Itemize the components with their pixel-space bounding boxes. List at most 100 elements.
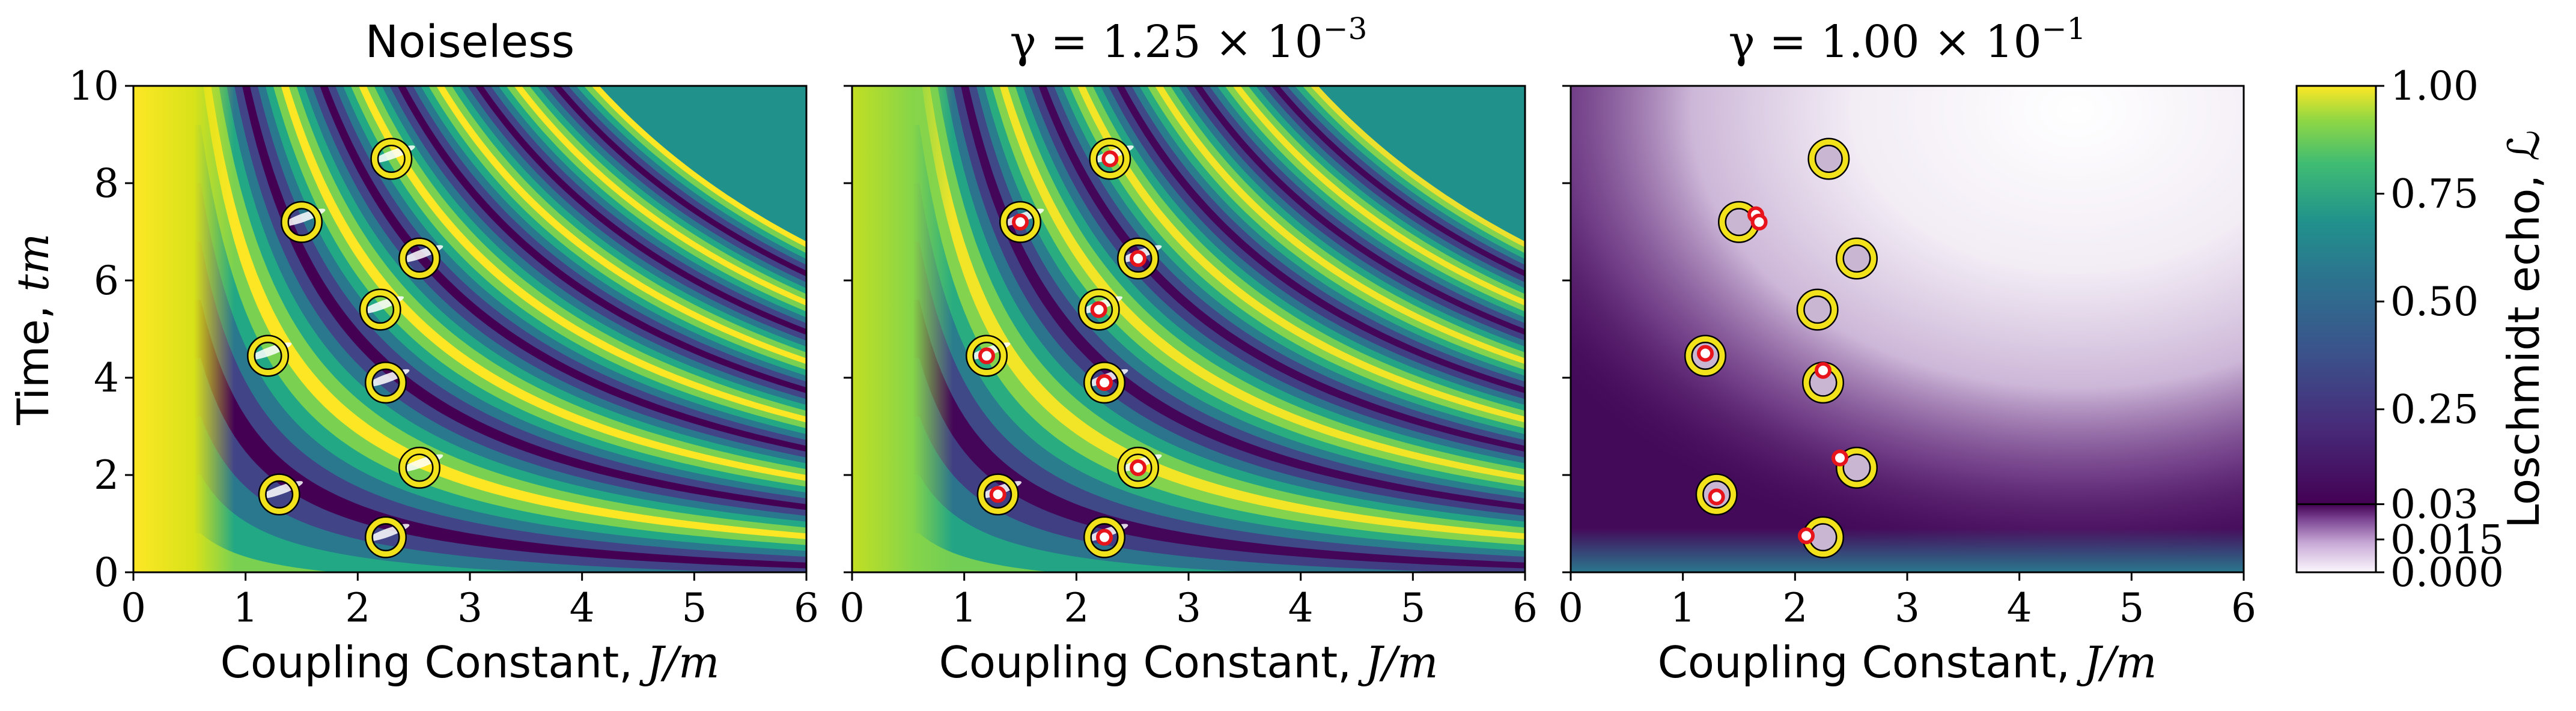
marker-ring [361, 290, 400, 330]
marker-fill [1815, 145, 1842, 172]
marker-ring [1837, 448, 1877, 488]
marker-ring [1079, 290, 1119, 330]
y-tick-label: 8 [94, 160, 119, 207]
heatmap-band [156, 300, 806, 572]
panel-noiseless: Noiseless 0 1 2 3 4 5 6 0 2 4 6 8 10 Coupling Const… [8, 16, 819, 688]
marker-group [247, 138, 443, 558]
y-label-math: tm [8, 233, 58, 291]
title-exponent: −1 [2042, 11, 2086, 46]
colorbar-tick-label: 0.25 [2390, 387, 2479, 433]
red-marker [1798, 527, 1815, 545]
colorbar-tick-label: 0.50 [2390, 279, 2479, 325]
panel-title: γ = 1.25 × 10−3 [1010, 11, 1368, 68]
x-label-text: Coupling Constant, [221, 637, 647, 688]
marker-fill [1726, 208, 1752, 235]
y-tick-label: 0 [94, 549, 119, 596]
heatmap-fade [1571, 86, 2244, 572]
title-base: γ = 1.00 × 10 [1729, 16, 2042, 68]
red-marker [1832, 449, 1848, 467]
marker-ring [1090, 139, 1130, 178]
heatmap-band [874, 300, 1525, 572]
x-tick-label: 6 [794, 585, 819, 631]
heatmap-bottom-band [1571, 528, 2244, 572]
heatmap-left-edge [133, 86, 234, 572]
x-axis-label: Coupling Constant, J/m [1658, 637, 2157, 688]
marker-ring [978, 474, 1018, 514]
red-marker [1101, 150, 1119, 168]
marker-ring [1118, 448, 1158, 488]
red-marker [1750, 213, 1768, 231]
red-marker [1697, 345, 1714, 362]
marker-ring [366, 518, 406, 557]
x-tick-label: 1 [233, 585, 258, 631]
red-marker [1130, 459, 1146, 476]
y-axis-label: Time, tm [8, 233, 58, 425]
colorbar-label: Loschmidt echo, ℒ [2498, 130, 2549, 528]
marker-ring [400, 448, 439, 488]
x-label-math: J/m [2076, 637, 2157, 688]
y-tick-label: 4 [94, 355, 119, 401]
marker-ring [1118, 239, 1158, 279]
x-tick-label: 4 [1288, 585, 1314, 631]
x-axis-label: Coupling Constant, J/m [939, 637, 1439, 688]
x-tick-label: 3 [457, 585, 483, 631]
y-axis-ticks: 0 2 4 6 8 10 [69, 63, 133, 596]
colorbar-gradient [2295, 85, 2377, 573]
x-tick-label: 1 [1670, 585, 1696, 631]
red-marker [1096, 374, 1113, 392]
title-base: γ = 1.25 × 10 [1010, 16, 1323, 68]
x-tick-label: 4 [570, 585, 595, 631]
x-axis-ticks: 0 1 2 3 4 5 6 [839, 572, 1538, 631]
x-label-text: Coupling Constant, [939, 637, 1365, 688]
y-label-text: Time, [8, 292, 58, 426]
x-tick-label: 2 [1782, 585, 1807, 631]
heatmap-band [874, 358, 1525, 572]
panel-gamma-large: γ = 1.00 × 10−1 0 1 2 3 4 5 6 Coupling Constan… [1558, 11, 2256, 688]
y-axis-ticks [844, 85, 852, 573]
colorbar-tick-label: 0.75 [2390, 171, 2479, 217]
x-tick-label: 0 [1558, 585, 1583, 631]
x-tick-label: 2 [345, 585, 370, 631]
marker-ring [1685, 336, 1725, 376]
x-axis-ticks: 0 1 2 3 4 5 6 [121, 572, 819, 631]
marker-fill [1804, 296, 1831, 323]
heatmap-band [156, 416, 739, 572]
y-tick-label: 10 [69, 63, 119, 109]
marker-ring [1809, 139, 1848, 178]
heatmap-band [874, 475, 1256, 572]
colorbar-tick-label: 0.03 [2390, 482, 2479, 528]
heatmap-left-edge [852, 86, 953, 572]
red-marker [1130, 250, 1146, 267]
marker-ring [1798, 290, 1838, 330]
heatmap-area [1571, 86, 2244, 572]
marker-ring [967, 336, 1006, 376]
marker-fill [1810, 524, 1836, 551]
x-axis-ticks: 0 1 2 3 4 5 6 [1558, 572, 2256, 631]
marker-ring [1085, 363, 1124, 402]
colorbar-tick-label: 0.000 [2390, 549, 2504, 596]
heatmap-band [874, 416, 1458, 572]
red-marker [1090, 301, 1107, 318]
marker-ring [248, 336, 288, 376]
marker-fill [1844, 454, 1870, 481]
x-tick-label: 6 [1512, 585, 1538, 631]
heatmap-band [156, 358, 806, 572]
x-tick-label: 5 [681, 585, 707, 631]
marker-ring [1697, 474, 1737, 514]
marker-ring [400, 239, 439, 279]
x-label-math: J/m [639, 637, 719, 688]
x-label-math: J/m [1357, 637, 1438, 688]
colorbar-tick-label: 1.00 [2390, 63, 2479, 109]
x-tick-label: 0 [839, 585, 865, 631]
marker-ring [1085, 518, 1124, 557]
x-tick-label: 5 [2119, 585, 2144, 631]
x-tick-label: 1 [952, 585, 977, 631]
marker-group [1684, 138, 1878, 558]
panel-title: γ = 1.00 × 10−1 [1729, 11, 2086, 68]
y-tick-label: 2 [94, 452, 119, 498]
marker-ring [1000, 202, 1040, 242]
marker-ring [371, 139, 411, 178]
red-marker [1012, 213, 1029, 231]
red-marker [1708, 488, 1725, 506]
